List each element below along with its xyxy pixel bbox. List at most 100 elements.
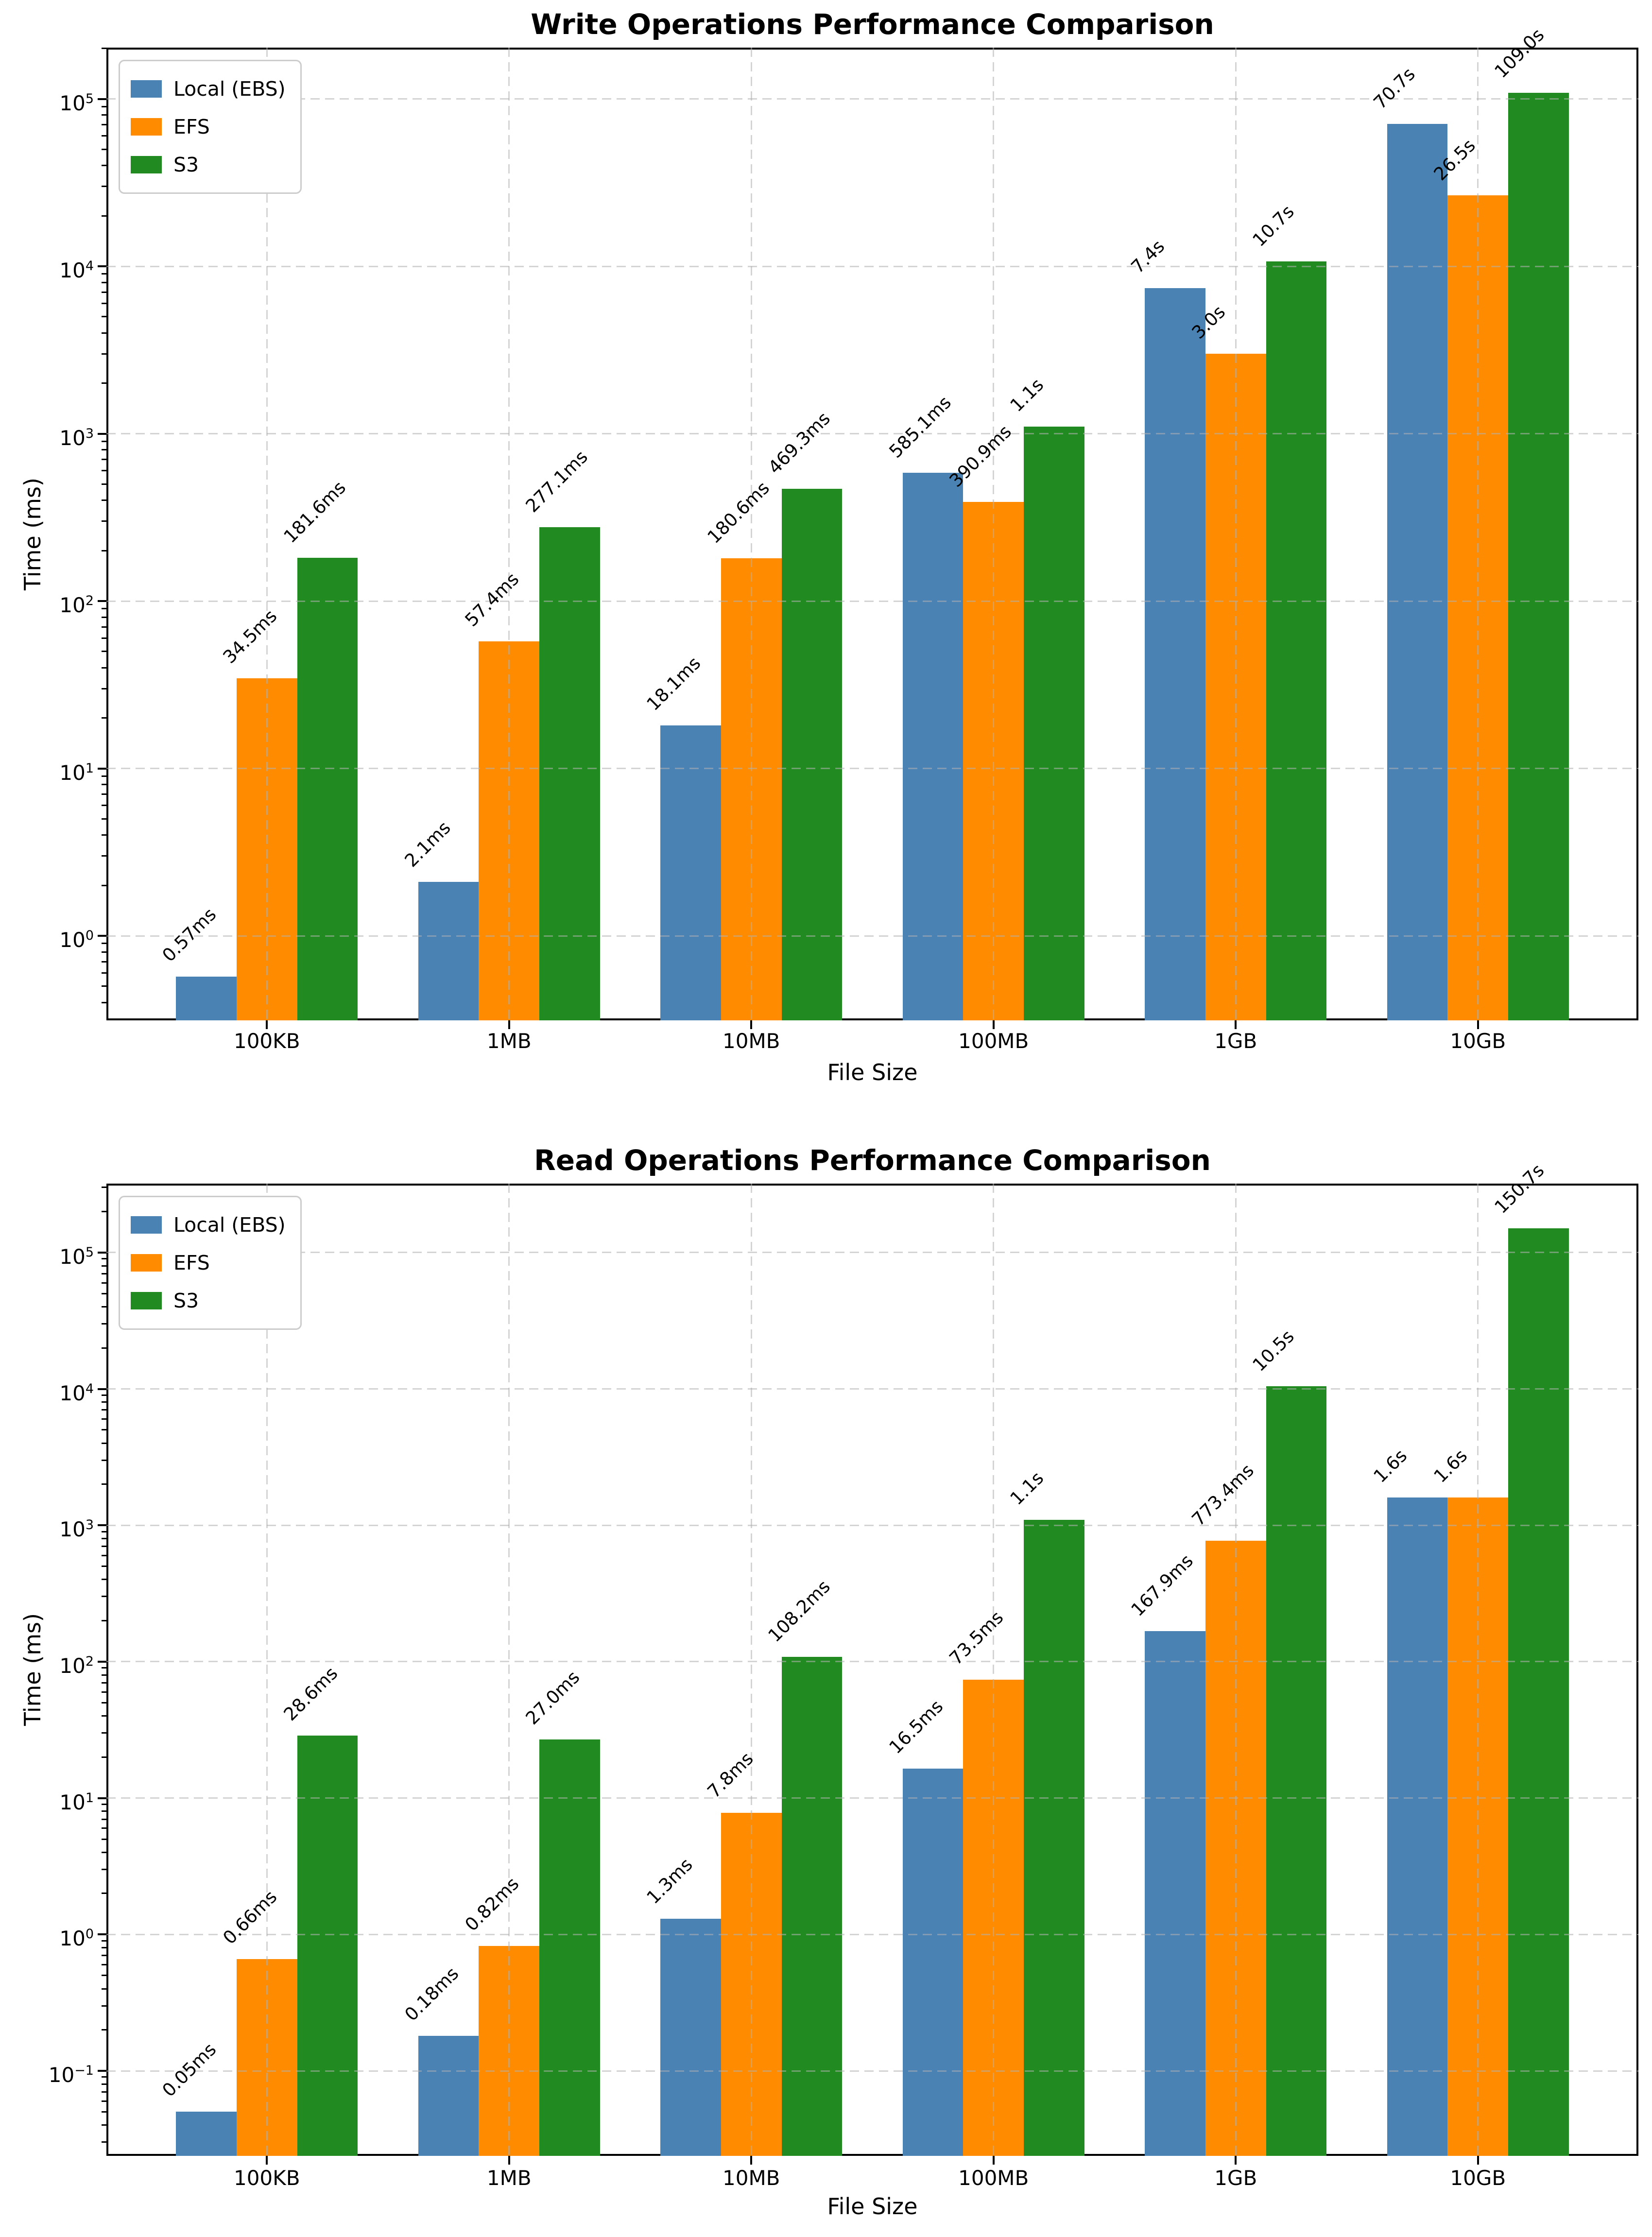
y-tick [98, 432, 106, 435]
y-minor-tick [102, 943, 106, 945]
y-tick-label: 105 [59, 91, 94, 115]
y-minor-tick [102, 1210, 106, 1212]
gridline-h [106, 935, 1638, 937]
y-minor-tick [102, 1409, 106, 1411]
y-minor-tick [102, 637, 106, 639]
y-minor-tick [102, 273, 106, 275]
y-tick-label: 104 [59, 258, 94, 282]
legend-label: EFS [173, 1251, 210, 1274]
y-minor-tick [102, 855, 106, 857]
y-minor-tick [102, 440, 106, 442]
y-minor-tick [102, 1001, 106, 1003]
y-minor-tick [102, 499, 106, 501]
gridline-v [993, 48, 995, 1020]
x-tick [1477, 2156, 1479, 2165]
bar [660, 725, 721, 1020]
y-minor-tick [102, 105, 106, 107]
x-tick-label: 100KB [233, 2166, 300, 2190]
y-minor-tick [102, 1258, 106, 1260]
y-minor-tick [102, 1702, 106, 1704]
y-tick [98, 767, 106, 770]
y-minor-tick [102, 1732, 106, 1734]
x-tick [508, 2156, 510, 2165]
y-tick-label: 105 [59, 1244, 94, 1269]
y-minor-tick [102, 1691, 106, 1693]
y-tick-label: 101 [59, 760, 94, 785]
bar [297, 557, 358, 1020]
bar [418, 881, 479, 1020]
x-tick [1235, 1020, 1237, 1029]
bar [539, 527, 600, 1020]
bar [781, 1657, 843, 2156]
gridline-h [106, 265, 1638, 267]
x-tick-label: 10GB [1450, 1029, 1506, 1053]
plot-area-write [106, 48, 1638, 1020]
x-axis-label-read: File Size [827, 2193, 918, 2220]
y-tick [98, 98, 106, 100]
y-minor-tick [102, 818, 106, 820]
y-minor-tick [102, 459, 106, 461]
y-minor-tick [102, 1810, 106, 1812]
legend-item: EFS [131, 1244, 286, 1282]
x-tick [508, 1020, 510, 1029]
y-minor-tick [102, 470, 106, 472]
y-minor-tick [102, 1554, 106, 1556]
bar [1508, 1228, 1569, 2156]
legend-swatch-icon [131, 1292, 162, 1309]
y-minor-tick [102, 316, 106, 318]
gridline-h [106, 1388, 1638, 1390]
y-minor-tick [102, 1292, 106, 1294]
bar [297, 1736, 358, 2156]
y-minor-tick [102, 1803, 106, 1805]
y-tick-label: 103 [59, 426, 94, 450]
bar [660, 1919, 721, 2156]
y-minor-tick [102, 449, 106, 451]
y-minor-tick [102, 48, 106, 50]
y-minor-tick [102, 1579, 106, 1581]
gridline-h [106, 433, 1638, 434]
bar [1508, 92, 1569, 1020]
y-minor-tick [102, 1442, 106, 1444]
legend: Local (EBS) EFS S3 [119, 60, 302, 194]
y-minor-tick [102, 2091, 106, 2093]
y-minor-tick [102, 2141, 106, 2143]
gridline-v [508, 1184, 510, 2156]
y-minor-tick [102, 135, 106, 137]
y-minor-tick [102, 1818, 106, 1820]
y-minor-tick [102, 520, 106, 522]
bar [1387, 1497, 1448, 2156]
x-tick-label: 10MB [723, 1029, 780, 1053]
y-minor-tick [102, 608, 106, 610]
chart-title-read: Read Operations Performance Comparison [534, 1144, 1211, 1177]
y-minor-tick [102, 834, 106, 836]
legend: Local (EBS) EFS S3 [119, 1196, 302, 1330]
x-tick [750, 2156, 753, 2165]
y-minor-tick [102, 1838, 106, 1840]
y-minor-tick [102, 1282, 106, 1284]
bar [418, 2036, 479, 2156]
gridline-h [106, 1252, 1638, 1254]
x-tick-label: 10GB [1450, 2166, 1506, 2190]
x-tick [992, 1020, 995, 1029]
y-minor-tick [102, 1306, 106, 1308]
y-minor-tick [102, 332, 106, 334]
y-tick [98, 1388, 106, 1390]
gridline-v [1235, 48, 1237, 1020]
y-minor-tick [102, 1955, 106, 1957]
y-minor-tick [102, 1323, 106, 1325]
legend-label: EFS [173, 115, 210, 138]
y-minor-tick [102, 1273, 106, 1274]
gridline-h [106, 1933, 1638, 1935]
y-minor-tick [102, 626, 106, 628]
y-minor-tick [102, 165, 106, 167]
y-tick-label: 100 [59, 1927, 94, 1951]
bar [1024, 427, 1084, 1020]
bar [902, 1768, 964, 2156]
bar [539, 1739, 600, 2156]
y-tick [98, 1251, 106, 1254]
y-minor-tick [102, 382, 106, 384]
gridline-v [508, 48, 510, 1020]
y-tick-label: 10−1 [48, 2063, 94, 2087]
y-minor-tick [102, 1401, 106, 1403]
gridline-h [106, 768, 1638, 769]
